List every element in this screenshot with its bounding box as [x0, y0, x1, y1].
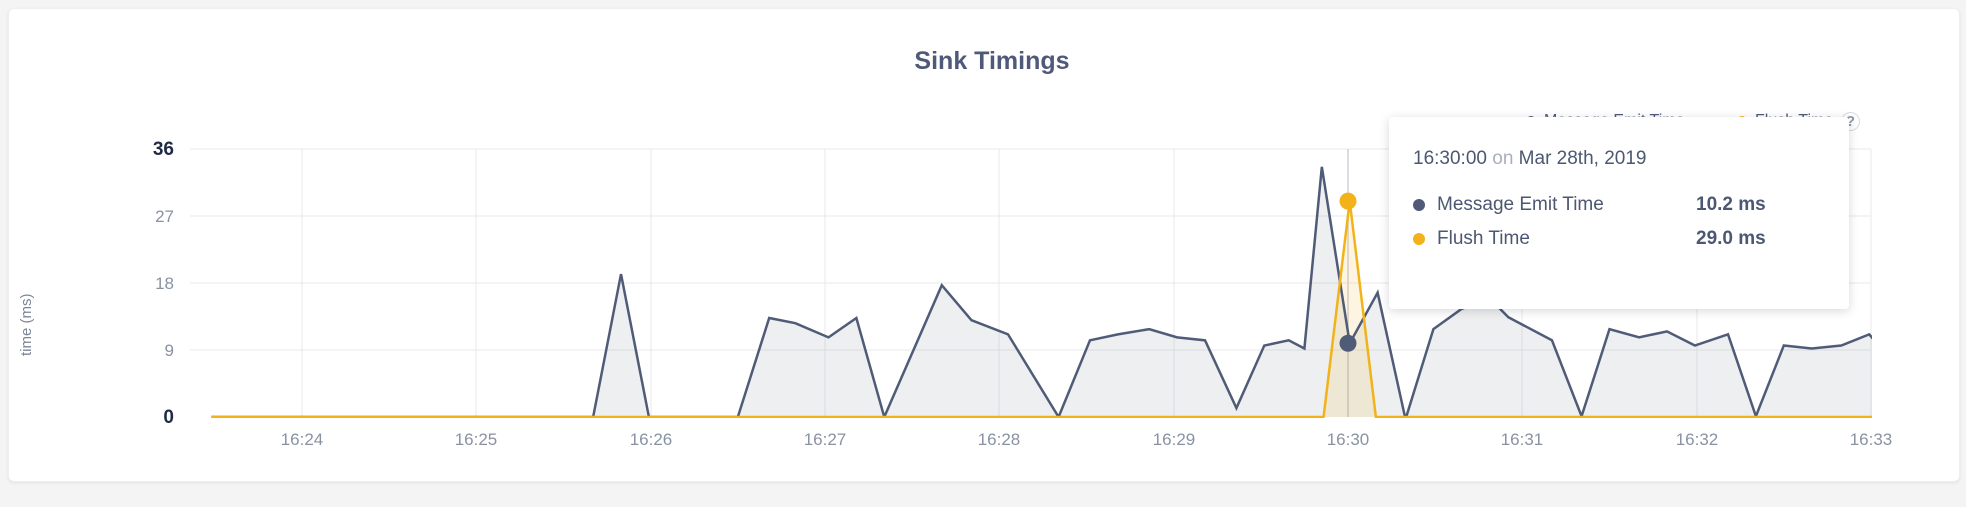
svg-text:36: 36 [153, 139, 174, 160]
svg-text:16:25: 16:25 [455, 430, 498, 449]
svg-text:16:31: 16:31 [1501, 430, 1544, 449]
svg-text:16:29: 16:29 [1153, 430, 1196, 449]
svg-text:16:32: 16:32 [1676, 430, 1719, 449]
svg-text:16:24: 16:24 [281, 430, 324, 449]
svg-text:16:30: 16:30 [1327, 430, 1370, 449]
svg-text:16:26: 16:26 [630, 430, 673, 449]
svg-text:9: 9 [165, 341, 174, 360]
svg-text:16:28: 16:28 [978, 430, 1021, 449]
svg-text:18: 18 [155, 274, 174, 293]
svg-text:16:27: 16:27 [804, 430, 847, 449]
svg-text:16:33: 16:33 [1850, 430, 1893, 449]
svg-text:0: 0 [163, 407, 174, 428]
svg-text:27: 27 [155, 207, 174, 226]
